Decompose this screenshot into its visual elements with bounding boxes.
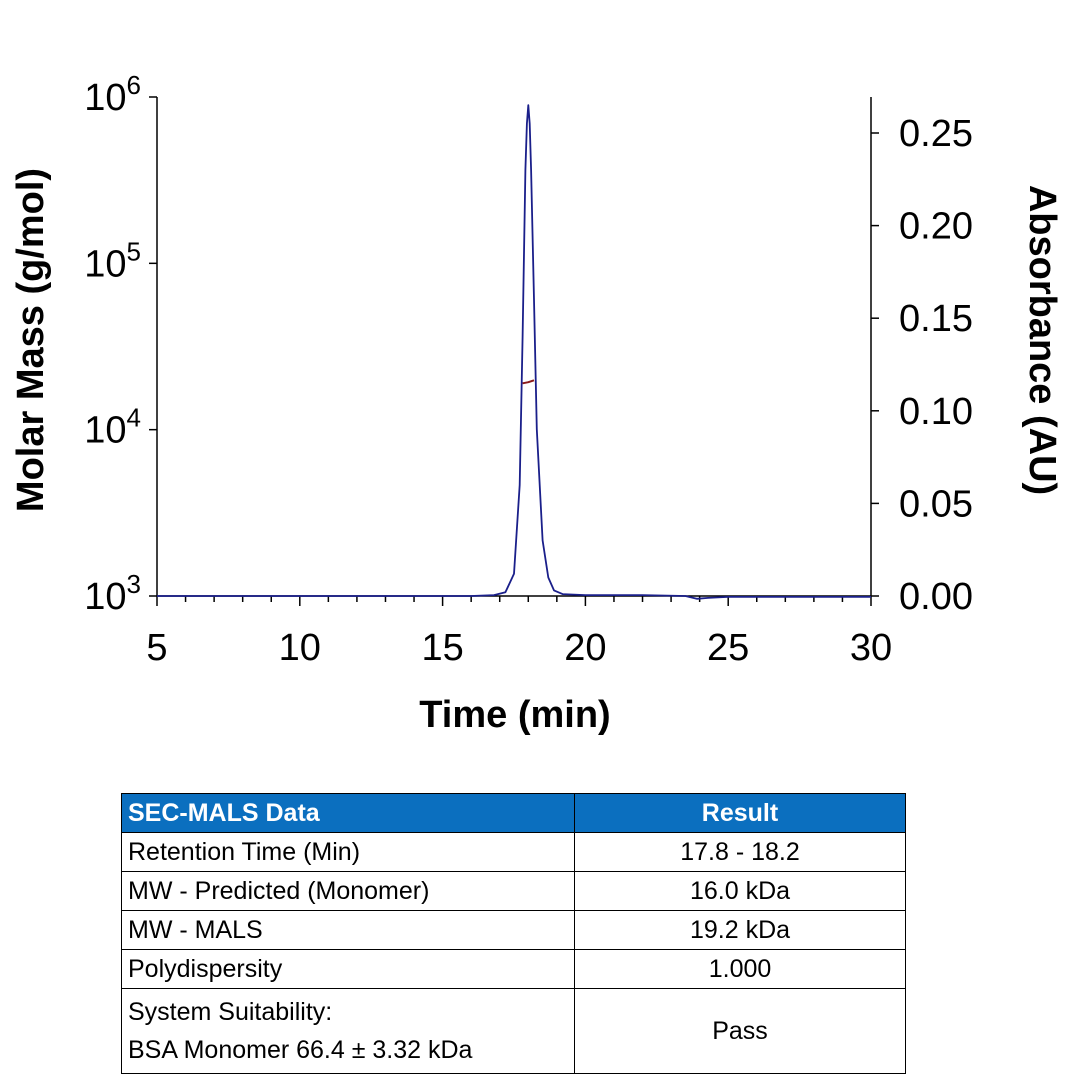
y2-tick-label: 0.25 xyxy=(899,113,973,155)
table-row: Polydispersity 1.000 xyxy=(121,949,906,989)
table-row: System Suitability: BSA Monomer 66.4 ± 3… xyxy=(121,988,906,1074)
row-value: 17.8 - 18.2 xyxy=(574,832,906,872)
y-tick-label: 106 xyxy=(84,70,141,119)
x-axis-title: Time (min) xyxy=(419,694,610,736)
row-label: MW - Predicted (Monomer) xyxy=(121,871,575,911)
table-row: MW - Predicted (Monomer) 16.0 kDa xyxy=(121,871,906,911)
row-label: System Suitability: BSA Monomer 66.4 ± 3… xyxy=(121,988,575,1074)
y2-tick-label: 0.05 xyxy=(899,483,973,525)
row-label: Polydispersity xyxy=(121,949,575,989)
table-row: MW - MALS 19.2 kDa xyxy=(121,910,906,950)
row-value: 19.2 kDa xyxy=(574,910,906,950)
header-sec-mals-data: SEC-MALS Data xyxy=(121,793,575,833)
y2-tick-label: 0.00 xyxy=(899,576,973,618)
row-label-line1: System Suitability: xyxy=(128,998,333,1026)
row-label: Retention Time (Min) xyxy=(121,832,575,872)
x-axis-ticks: 5 10 15 20 25 30 xyxy=(146,596,892,669)
y2-tick-label: 0.15 xyxy=(899,298,973,340)
molar-mass-series-line xyxy=(522,379,535,385)
y-axis-title: Molar Mass (g/mol) xyxy=(10,168,52,512)
x-tick-label: 20 xyxy=(564,627,606,669)
y-tick-label: 105 xyxy=(84,236,141,285)
sec-mals-chart: 103 104 105 106 0.00 0.05 0.10 0.15 0.20 0.25 5 1… xyxy=(10,70,1063,736)
row-label: MW - MALS xyxy=(121,910,575,950)
absorbance-series-line xyxy=(157,104,871,600)
series-layer xyxy=(157,104,871,600)
y2-tick-label: 0.20 xyxy=(899,206,973,248)
x-tick-label: 25 xyxy=(707,627,749,669)
y-axis-ticks: 103 104 105 106 xyxy=(84,70,157,618)
x-tick-label: 30 xyxy=(850,627,892,669)
y-tick-label: 104 xyxy=(84,403,141,452)
table-header-row: SEC-MALS Data Result xyxy=(121,793,906,833)
y2-tick-label: 0.10 xyxy=(899,391,973,433)
x-tick-label: 10 xyxy=(279,627,321,669)
row-label-line2: BSA Monomer 66.4 ± 3.32 kDa xyxy=(128,1036,473,1064)
header-result: Result xyxy=(574,793,906,833)
results-table: SEC-MALS Data Result Retention Time (Min… xyxy=(121,793,906,1074)
row-value: 1.000 xyxy=(574,949,906,989)
y2-axis-title: Absorbance (AU) xyxy=(1021,185,1063,495)
axes xyxy=(156,97,872,597)
y2-axis-ticks: 0.00 0.05 0.10 0.15 0.20 0.25 xyxy=(871,113,973,618)
table-row: Retention Time (Min) 17.8 - 18.2 xyxy=(121,832,906,872)
row-value: Pass xyxy=(574,988,906,1074)
y-tick-label: 103 xyxy=(84,569,141,618)
x-tick-label: 5 xyxy=(146,627,167,669)
row-value: 16.0 kDa xyxy=(574,871,906,911)
x-tick-label: 15 xyxy=(421,627,463,669)
